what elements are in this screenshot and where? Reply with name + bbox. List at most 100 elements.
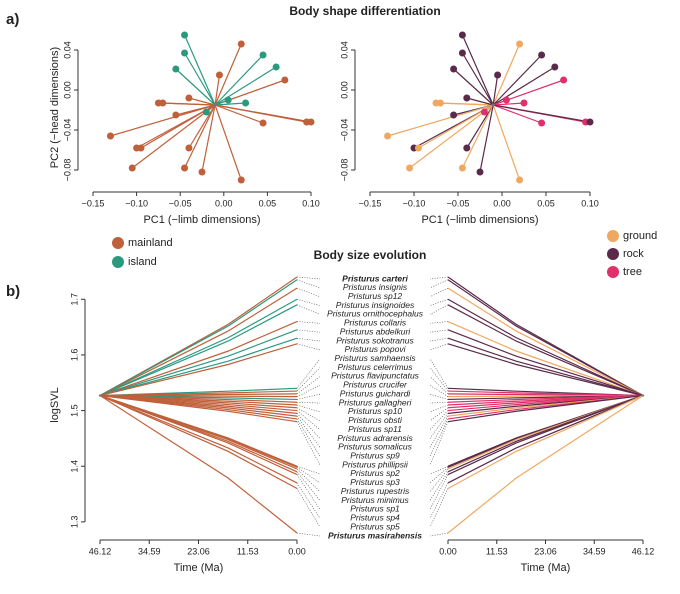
tip-connector (429, 337, 449, 342)
point (502, 96, 510, 104)
tip-connector (429, 474, 449, 510)
branch (461, 52, 494, 106)
legend-swatch (607, 266, 619, 278)
point (137, 144, 145, 152)
branch (110, 104, 216, 137)
branch (447, 304, 644, 397)
point (458, 49, 466, 57)
point (463, 144, 471, 152)
tip-connector (296, 413, 321, 439)
branch (99, 329, 298, 397)
species-label: Pristurus carteri (342, 273, 408, 283)
tip-connector (296, 488, 321, 528)
point (463, 94, 471, 102)
branch (99, 394, 298, 490)
branch (99, 394, 298, 423)
tip-connector (296, 410, 321, 430)
tip-connector (429, 304, 449, 315)
point (224, 96, 232, 104)
tip-connector (296, 467, 321, 484)
branch (492, 43, 521, 106)
tip-connector (296, 337, 321, 342)
branch (184, 34, 216, 106)
branch (214, 74, 221, 106)
branch (447, 343, 644, 397)
tip-connector (429, 415, 449, 448)
point (106, 132, 114, 140)
panel-label: a) (6, 11, 19, 28)
point (516, 176, 524, 184)
x-tick-label: 46.12 (632, 546, 655, 556)
legend-label: rock (623, 248, 644, 260)
root-node (98, 394, 102, 397)
branch (184, 104, 216, 169)
chart-title: Body size evolution (314, 248, 427, 262)
legend-swatch (112, 256, 124, 268)
branch (99, 304, 298, 397)
tip-connector (429, 467, 449, 484)
x-tick-label: −0.05 (169, 198, 192, 208)
branch (99, 298, 298, 397)
x-axis-label: PC1 (−limb dimensions) (421, 214, 538, 226)
tip-connector (296, 474, 321, 510)
tip-connector (429, 276, 449, 280)
tip-connector (296, 407, 321, 422)
point (202, 108, 210, 116)
x-tick-label: 23.06 (534, 546, 557, 556)
tip-connector (429, 321, 449, 324)
x-axis-label: Time (Ma) (174, 562, 224, 574)
legend-swatch (607, 248, 619, 260)
x-tick-label: 34.59 (583, 546, 606, 556)
y-axis-label: logSVL (49, 387, 61, 422)
branch (493, 102, 525, 106)
panel-label: b) (6, 283, 20, 300)
species-label: Pristurus minimus (341, 495, 409, 505)
branch (214, 43, 242, 106)
tip-connector (429, 410, 449, 430)
species-label: Pristurus sp1 (350, 504, 400, 514)
tip-connector (296, 465, 321, 475)
y-tick-label: −0.08 (339, 159, 349, 182)
point (458, 164, 466, 172)
tip-connector (429, 393, 449, 400)
y-tick-label: 1.3 (69, 516, 79, 529)
species-label: Pristurus guichardi (340, 388, 412, 398)
branch (188, 104, 216, 149)
branch (188, 97, 216, 106)
point (520, 99, 528, 107)
species-label: Pristurus sp2 (350, 468, 400, 478)
point (185, 94, 193, 102)
species-label: Pristurus rupestris (341, 486, 410, 496)
branch (214, 104, 242, 181)
species-label: Pristurus collaris (344, 318, 407, 328)
species-label: Pristurus crucifer (343, 380, 408, 390)
branch (447, 394, 644, 423)
tip-connector (296, 287, 321, 298)
branch (99, 337, 298, 397)
y-tick-label: −0.04 (62, 119, 72, 142)
tip-connector (429, 279, 449, 289)
species-label: Pristurus insignis (343, 282, 408, 292)
x-tick-label: 34.59 (138, 546, 161, 556)
branch (447, 329, 644, 397)
x-tick-label: −0.15 (82, 198, 105, 208)
y-tick-label: 0.04 (339, 41, 349, 59)
point (480, 108, 488, 116)
branch (99, 276, 298, 397)
branch (447, 276, 644, 397)
y-tick-label: 1.6 (69, 349, 79, 362)
point (259, 51, 267, 59)
tip-connector (429, 421, 449, 466)
point (458, 31, 466, 39)
point (185, 144, 193, 152)
tip-connector (296, 385, 321, 397)
branch (409, 104, 494, 169)
species-label: Pristurus abdelkuri (340, 326, 412, 336)
y-tick-label: 1.5 (69, 404, 79, 417)
species-label: Pristurus sp3 (350, 477, 400, 487)
branch (99, 287, 298, 397)
tip-connector (429, 482, 449, 519)
branch (492, 104, 521, 181)
point (259, 119, 267, 127)
